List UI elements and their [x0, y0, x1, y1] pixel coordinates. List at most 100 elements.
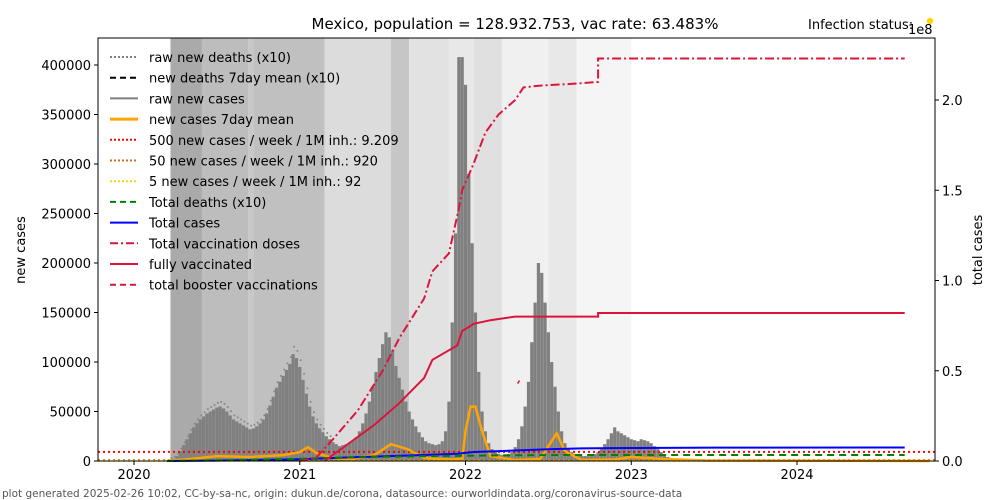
raw-deaths-dot	[236, 416, 239, 419]
raw-deaths-dot	[190, 428, 193, 431]
new-cases-bar	[424, 441, 428, 461]
left-tick-label: 400000	[41, 59, 91, 74]
right-tick-label: 0.5	[942, 365, 963, 380]
new-cases-bar	[646, 441, 650, 461]
new-cases-bar	[351, 441, 355, 461]
new-cases-bar	[304, 393, 308, 461]
left-tick-label: 150000	[41, 307, 91, 322]
shading-band	[576, 38, 632, 461]
new-cases-bar	[321, 432, 325, 461]
infection-status-dot	[926, 17, 934, 25]
raw-deaths-dot	[303, 372, 306, 375]
new-cases-bar	[202, 416, 206, 461]
new-cases-bars	[168, 57, 680, 462]
raw-deaths-dot	[210, 406, 213, 409]
new-cases-bar	[533, 302, 537, 461]
new-cases-bar	[434, 445, 438, 461]
new-cases-bar	[480, 411, 484, 461]
raw-deaths-dot	[283, 368, 286, 371]
raw-deaths-dot	[203, 411, 206, 414]
raw-deaths-dot	[200, 414, 203, 417]
new-cases-bar	[550, 362, 554, 461]
raw-deaths-dot	[193, 422, 196, 425]
new-cases-bar	[324, 436, 328, 461]
left-tick-label: 50000	[50, 406, 91, 421]
raw-deaths-dot	[322, 427, 325, 430]
raw-deaths-dot	[329, 435, 332, 438]
raw-deaths-dot	[250, 424, 253, 427]
new-cases-bar	[526, 381, 531, 461]
new-cases-bar	[659, 452, 663, 461]
raw-deaths-dot	[226, 406, 229, 409]
right-axis-ticks: 0.0 0.5 1.0 1.5 2.0	[935, 94, 963, 470]
new-cases-bar	[629, 439, 633, 461]
new-cases-bar	[361, 423, 365, 461]
legend-label: total booster vaccinations	[149, 279, 318, 294]
x-axis-ticks: 2020 2021 2022 2023 2024	[117, 461, 814, 483]
new-cases-bar	[364, 413, 368, 461]
right-axis-label: total cases	[971, 215, 986, 286]
new-cases-bar	[225, 411, 229, 461]
new-cases-bar	[483, 431, 487, 461]
raw-deaths-dot	[266, 408, 269, 411]
new-cases-bar	[430, 444, 434, 461]
raw-deaths-dot	[196, 418, 199, 421]
new-cases-bar	[231, 419, 236, 461]
total-booster-vaccinations-line	[516, 380, 521, 384]
new-cases-bar	[208, 411, 212, 461]
new-cases-bar	[221, 408, 226, 461]
x-tick-label: 2020	[117, 468, 150, 483]
raw-deaths-dot	[296, 349, 299, 352]
raw-deaths-dot	[253, 423, 256, 426]
new-cases-bar	[327, 439, 332, 461]
new-cases-bar	[616, 431, 620, 461]
new-cases-bar	[523, 406, 527, 461]
new-cases-bar	[294, 358, 299, 461]
new-cases-bar	[596, 452, 600, 461]
new-cases-bar	[337, 446, 342, 461]
new-cases-bar	[261, 419, 265, 461]
new-cases-bar	[274, 387, 279, 461]
legend-label: Total deaths (x10)	[148, 196, 266, 211]
new-cases-bar	[510, 452, 514, 461]
legend-label: raw new cases	[149, 92, 245, 107]
new-cases-7day-mean-line	[167, 405, 930, 463]
new-cases-bar	[251, 428, 255, 461]
new-cases-bar	[381, 344, 385, 461]
raw-deaths-dot	[263, 414, 266, 417]
raw-deaths-dot	[233, 414, 236, 417]
new-cases-bar	[387, 337, 391, 461]
x-tick-label: 2021	[283, 468, 316, 483]
new-cases-bar	[506, 454, 511, 461]
shading-band	[170, 38, 202, 461]
new-cases-bar	[410, 419, 415, 461]
left-tick-label: 300000	[41, 158, 91, 173]
new-cases-bar	[390, 350, 395, 461]
raw-deaths-dot	[259, 418, 262, 421]
raw-deaths-dot	[319, 423, 322, 426]
raw-deaths-dot	[309, 400, 312, 403]
new-cases-bar	[536, 263, 541, 461]
raw-deaths-dot	[220, 400, 223, 403]
infection-status-label: Infection status:	[808, 18, 913, 33]
new-cases-bar	[583, 456, 587, 461]
new-cases-bar	[652, 446, 657, 461]
left-tick-label: 0	[83, 455, 91, 470]
new-cases-bar	[460, 57, 464, 462]
raw-deaths-dot	[326, 432, 329, 435]
new-cases-bar	[520, 426, 524, 461]
new-cases-bar	[513, 447, 517, 461]
raw-deaths-dot	[206, 408, 209, 411]
new-cases-bar	[318, 428, 322, 461]
raw-deaths-dot	[230, 410, 233, 413]
raw-deaths-dot	[306, 387, 309, 390]
new-cases-bar	[656, 449, 660, 461]
new-cases-bar	[420, 437, 425, 461]
raw-deaths-dot	[180, 447, 183, 450]
new-cases-bar	[546, 332, 550, 461]
left-tick-label: 100000	[41, 356, 91, 371]
raw-deaths-dot	[223, 402, 226, 405]
new-cases-bar	[397, 377, 401, 461]
raw-deaths-dot	[269, 399, 272, 402]
new-cases-bar	[579, 456, 584, 461]
